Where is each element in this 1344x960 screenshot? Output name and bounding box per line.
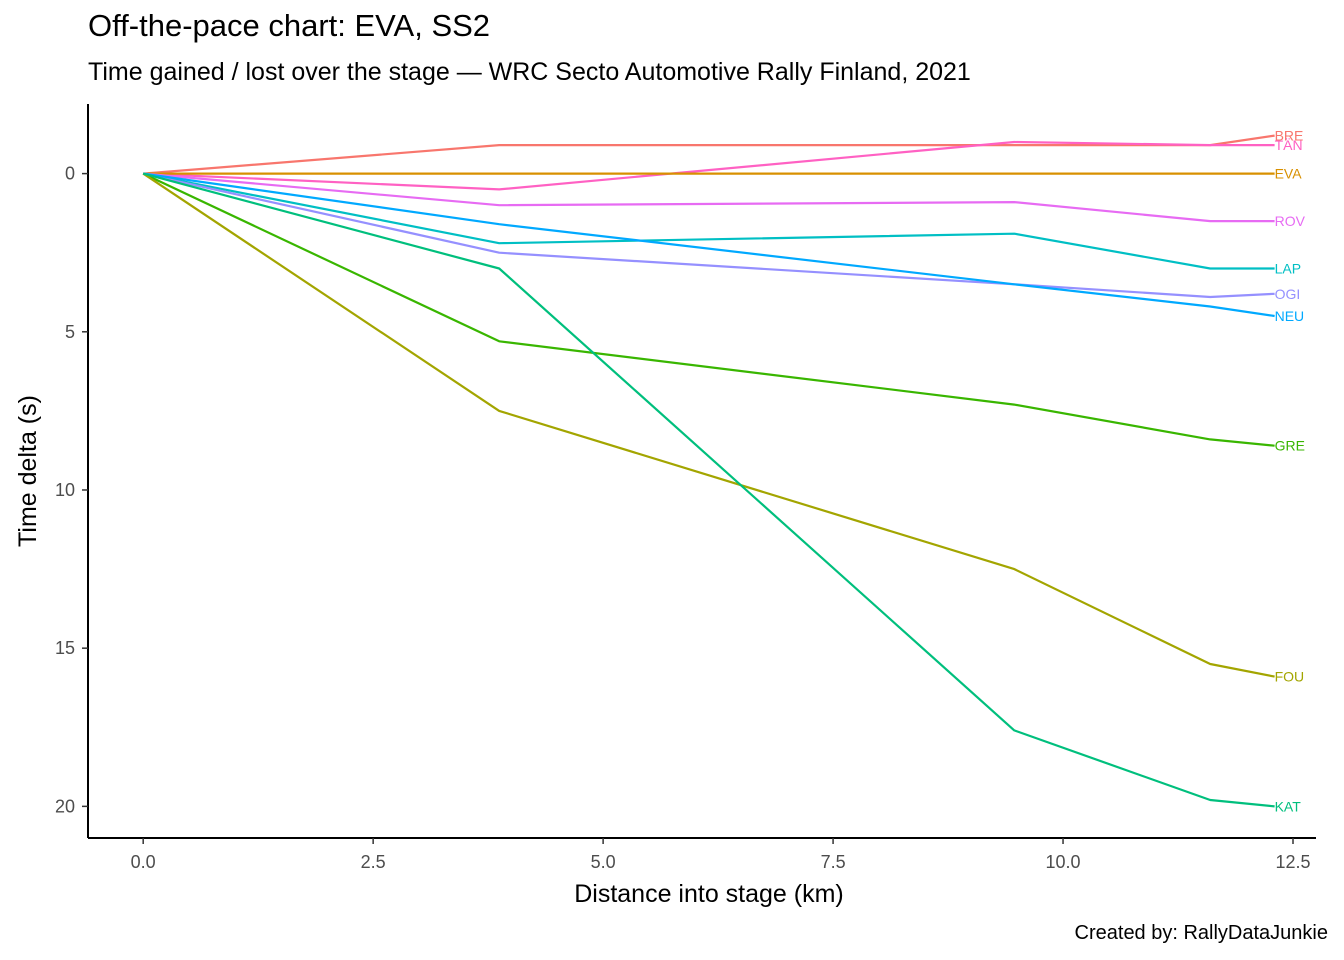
series-line-rov [143,172,1275,223]
y-tick-label: 0 [65,164,75,184]
series-line-tän [143,140,1275,191]
y-tick-label: 20 [55,796,75,816]
x-tick-label: 5.0 [591,852,616,872]
series-end-label: ROV [1275,213,1306,229]
y-axis-title: Time delta (s) [14,395,42,547]
series-line-neu [143,172,1275,318]
x-tick-label: 12.5 [1275,852,1310,872]
series-line-fou [142,172,1275,678]
y-axis-ticks: 0 5 10 15 20 [55,164,88,816]
x-tick-label: 2.5 [361,852,386,872]
y-tick-label: 15 [55,638,75,658]
chart-title: Off-the-pace chart: EVA, SS2 [88,8,491,43]
series-end-label: BRE [1275,128,1304,144]
series-end-label: NEU [1275,308,1305,324]
series-end-label: FOU [1275,669,1305,685]
series-layer [142,134,1275,808]
series-line-kat [142,172,1275,808]
series-line-lap [142,172,1275,270]
series-end-label: GRE [1275,438,1305,454]
series-line-gre [142,172,1275,447]
series-line-ogi [142,172,1275,299]
series-end-label: KAT [1275,798,1302,814]
series-end-label: TÄN [1275,137,1303,153]
x-axis-ticks: 0.0 2.5 5.0 7.5 10.0 12.5 [131,838,1311,872]
series-line-bre [143,134,1275,175]
chart-subtitle: Time gained / lost over the stage — WRC … [88,58,971,86]
x-tick-label: 10.0 [1046,852,1081,872]
y-tick-label: 5 [65,322,75,342]
x-tick-label: 7.5 [821,852,846,872]
series-end-label: OGI [1275,286,1301,302]
chart-caption: Created by: RallyDataJunkie [1074,922,1328,944]
x-axis-title: Distance into stage (km) [574,880,844,908]
series-end-label: LAP [1275,261,1301,277]
series-end-label: EVA [1275,166,1303,182]
x-tick-label: 0.0 [131,852,156,872]
y-tick-label: 10 [55,480,75,500]
